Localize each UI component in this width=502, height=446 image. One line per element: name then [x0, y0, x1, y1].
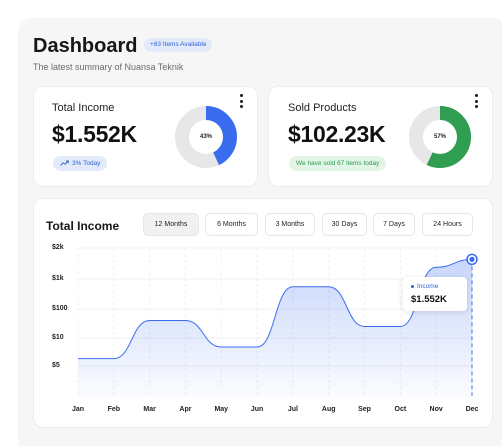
- income-series-line: [78, 258, 473, 360]
- income-trend-badge: 3% Today: [53, 156, 108, 171]
- x-tick-label: Sep: [358, 406, 371, 413]
- tooltip-series-label: Income: [411, 283, 438, 290]
- range-3-months-button[interactable]: 3 Months: [265, 213, 315, 236]
- income-trend-text: 3% Today: [72, 160, 101, 167]
- income-donut-arc: [175, 106, 237, 168]
- products-donut-label: 57%: [433, 134, 446, 140]
- range-6-months-button[interactable]: 6 Months: [205, 213, 258, 236]
- sold-items-badge: We have sold 67 items today: [289, 156, 387, 171]
- total-income-value: $1.552K: [52, 121, 137, 147]
- chart-tooltip: Income $1.552K: [403, 277, 467, 311]
- x-tick-label: Mar: [143, 406, 156, 413]
- y-tick-label: $2k: [52, 244, 64, 251]
- page-subtitle: The latest summary of Nuansa Teknik: [33, 62, 184, 72]
- range-12-months-button[interactable]: 12 Months: [143, 213, 199, 236]
- highlight-point-dot: [469, 256, 475, 262]
- tooltip-value: $1.552K: [411, 294, 447, 305]
- range-24-hours-button[interactable]: 24 Hours: [422, 213, 473, 236]
- page-title: Dashboard: [33, 35, 138, 57]
- sold-products-value: $102.23K: [288, 121, 386, 147]
- income-donut-chart: 43%: [175, 106, 237, 168]
- tooltip-series-name: Income: [417, 283, 439, 290]
- products-donut-chart: 57%: [409, 106, 471, 168]
- products-donut-arc: [409, 106, 471, 168]
- x-tick-label: Dec: [465, 406, 479, 413]
- range-30-days-button[interactable]: 30 Days: [322, 213, 367, 236]
- x-tick-label: Jun: [250, 406, 264, 413]
- income-area-fill: [78, 259, 472, 398]
- x-tick-label: Aug: [321, 406, 336, 413]
- products-card-menu-icon[interactable]: [472, 94, 480, 108]
- items-available-badge: +83 Items Available: [144, 38, 213, 52]
- trend-up-icon: [60, 156, 69, 171]
- y-tick-label: $10: [52, 334, 64, 341]
- x-tick-label: Nov: [429, 406, 443, 413]
- x-tick-label: Feb: [107, 406, 121, 413]
- x-tick-label: Jul: [287, 406, 298, 413]
- income-donut-label: 43%: [199, 134, 212, 140]
- total-income-label: Total Income: [52, 102, 115, 114]
- y-tick-label: $1k: [52, 275, 64, 282]
- x-tick-label: May: [214, 406, 229, 413]
- x-tick-label: Oct: [394, 406, 407, 413]
- x-tick-label: Jan: [71, 406, 85, 413]
- chart-title: Total Income: [46, 219, 120, 233]
- income-card-menu-icon[interactable]: [237, 94, 245, 108]
- x-tick-label: Apr: [179, 406, 192, 413]
- y-tick-label: $5: [52, 362, 60, 369]
- sold-products-label: Sold Products: [288, 102, 357, 114]
- range-7-days-button[interactable]: 7 Days: [373, 213, 415, 236]
- y-tick-label: $100: [52, 305, 68, 312]
